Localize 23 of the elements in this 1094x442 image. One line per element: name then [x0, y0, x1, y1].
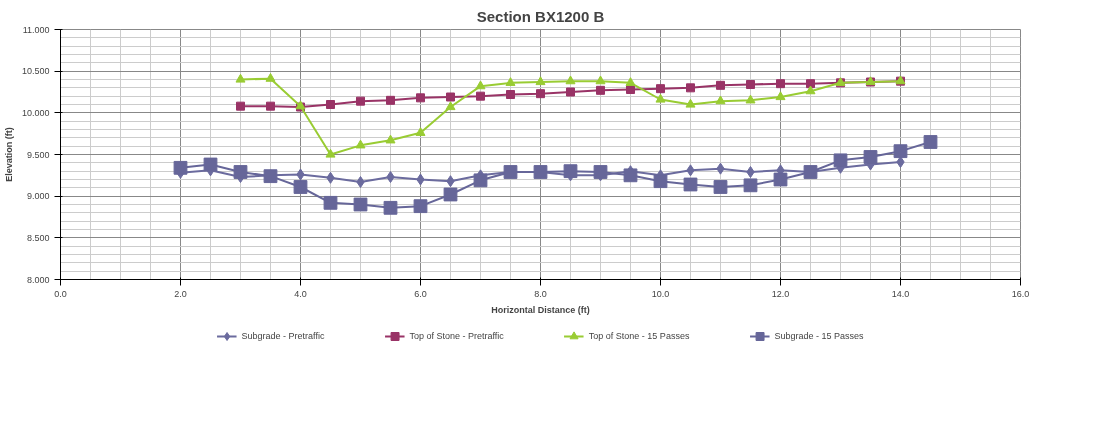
x-tick-label: 2.0: [174, 288, 187, 299]
x-axis-title: Horizontal Distance (ft): [491, 304, 590, 315]
y-tick-label: 11.000: [22, 24, 50, 35]
legend-label: Top of Stone - 15 Passes: [588, 331, 690, 341]
x-tick-label: 4.0: [294, 288, 307, 299]
x-tick-label: 16.0: [1011, 288, 1030, 299]
x-tick-label: 14.0: [891, 288, 910, 299]
legend-label: Subgrade - Pretraffic: [241, 331, 325, 341]
y-tick-label: 8.500: [26, 232, 50, 243]
y-tick-label: 10.000: [21, 107, 50, 118]
x-tick-label: 6.0: [414, 288, 427, 299]
chart-title: Section BX1200 B: [476, 7, 605, 25]
legend-label: Subgrade - 15 Passes: [774, 331, 864, 341]
y-tick-label: 10.500: [21, 66, 50, 77]
x-tick-label: 0.0: [54, 288, 67, 299]
y-axis-title: Elevation (ft): [3, 127, 14, 182]
x-tick-label: 10.0: [651, 288, 670, 299]
legend-label: Top of Stone - Pretraffic: [409, 331, 504, 341]
y-tick-label: 9.500: [26, 149, 50, 160]
y-tick-label: 8.000: [26, 274, 50, 285]
x-tick-label: 12.0: [771, 288, 790, 299]
x-tick-label: 8.0: [534, 288, 547, 299]
y-tick-label: 9.000: [26, 191, 50, 202]
